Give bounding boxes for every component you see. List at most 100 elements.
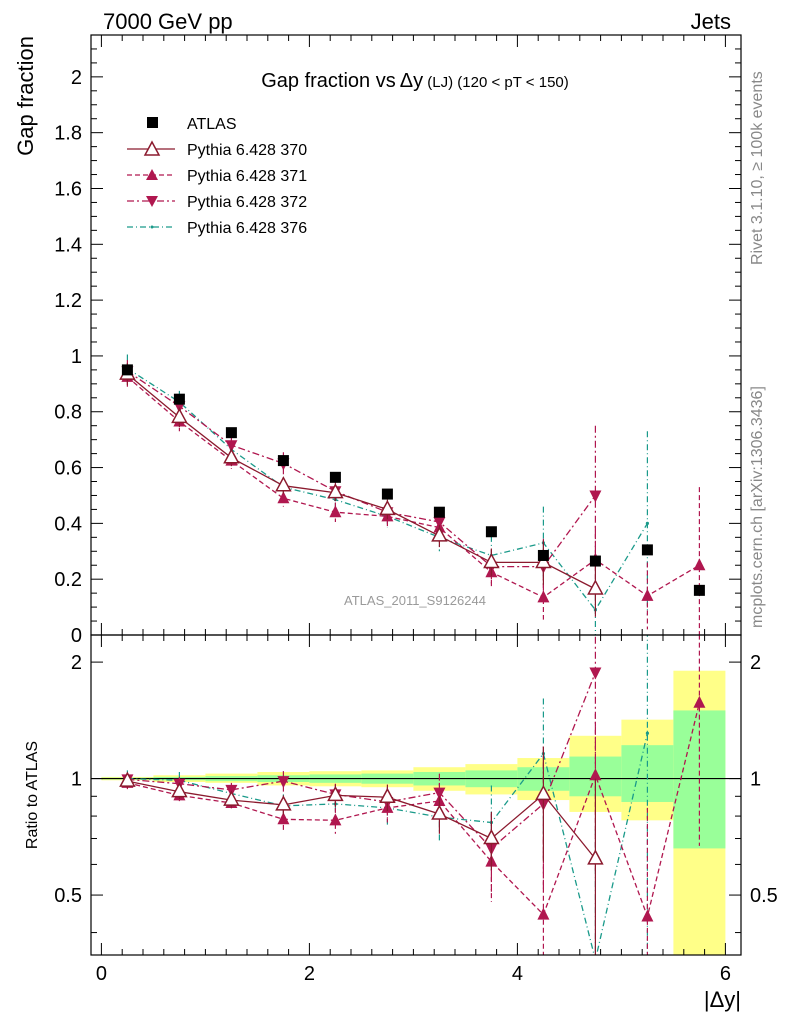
main-p370-point-9 <box>587 579 604 595</box>
ratio-p370-point-3 <box>275 795 292 811</box>
ratio-frame <box>90 634 742 956</box>
mcplots-side-label: mcplots.cern.ch [arXiv:1306.3436] <box>749 386 766 628</box>
ratio-ytick-label-left-1: 1 <box>71 769 82 791</box>
main-p370-point-6 <box>431 526 448 542</box>
title-pt-range: (120 < pT < 150) <box>453 74 569 91</box>
ratio-p372-point-3 <box>277 776 290 789</box>
main-ytick-label-3: 0.6 <box>54 458 82 480</box>
ratio-p370-point-2 <box>223 790 240 806</box>
main-atlas-point-11 <box>693 584 705 596</box>
main-ytick-label-6: 1.2 <box>54 290 82 312</box>
ratio-p371-point-8 <box>537 907 550 920</box>
ratio-p372-point-9 <box>589 667 602 680</box>
legend-p370-label: Pythia 6.428 370 <box>187 142 307 159</box>
main-p370-point-5 <box>379 499 396 516</box>
ratio-p371-line <box>127 702 701 919</box>
main-atlas-point-2 <box>225 427 237 439</box>
main-p370-point-4 <box>327 483 344 499</box>
main-atlas-point-4 <box>329 471 341 483</box>
ratio-xtick-label-0: 0 <box>96 963 107 985</box>
legend-p376-marker <box>150 225 154 229</box>
main-p372-line <box>127 370 596 568</box>
legend-item-p371: Pythia 6.428 371 <box>127 168 307 185</box>
title-main: Gap fraction vs <box>261 70 396 92</box>
plot-title: Gap fraction vs Δy (LJ) (120 < pT < 150) <box>261 70 569 92</box>
ratio-axes: 0.5 0.5 1 1 2 2 0 2 4 6 <box>54 635 778 985</box>
legend-atlas-marker <box>147 117 158 128</box>
legend-item-p376: Pythia 6.428 376 <box>127 220 307 237</box>
main-p370-point-1 <box>171 407 188 424</box>
ratio-p371-point-4 <box>329 813 342 826</box>
ratio-p370-point-4 <box>327 785 344 802</box>
main-p372-point-9 <box>589 490 602 503</box>
main-data <box>119 354 706 635</box>
ratio-p370-point-7 <box>483 828 500 845</box>
header-right-label: Jets <box>691 9 731 34</box>
ratio-xtick-label-1: 2 <box>304 963 315 985</box>
ratio-xtick-label-3: 6 <box>720 963 731 985</box>
main-p371-point-3 <box>277 491 290 504</box>
ratio-ytick-label-left-2: 2 <box>71 652 82 674</box>
title-delta: Δy <box>400 70 423 92</box>
main-ytick-label-5: 1 <box>71 346 82 368</box>
main-p376-point-10 <box>645 521 650 525</box>
main-atlas-point-0 <box>121 364 133 376</box>
main-p370-point-3 <box>275 476 292 492</box>
main-ytick-label-4: 0.8 <box>54 402 82 424</box>
main-atlas-point-1 <box>173 393 185 405</box>
main-atlas-point-10 <box>641 544 653 556</box>
main-p370-point-2 <box>223 448 240 464</box>
ratio-p370-point-9 <box>587 849 604 865</box>
legend-atlas-label: ATLAS <box>187 116 237 133</box>
ratio-p370-point-0 <box>119 771 136 787</box>
main-ytick-label-0: 0 <box>71 625 82 647</box>
main-ytick-label-10: 2 <box>71 67 82 89</box>
main-p371-point-8 <box>537 590 550 603</box>
main-atlas-point-7 <box>485 526 497 538</box>
main-atlas-point-6 <box>433 506 445 518</box>
main-ytick-label-9: 1.8 <box>54 123 82 145</box>
main-axes: 0 0.2 0.4 0.6 0.8 1 1.2 1.4 1.6 1.8 2 <box>54 35 741 647</box>
ratio-p370-point-6 <box>431 804 448 820</box>
rivet-side-label: Rivet 3.1.10, ≥ 100k events <box>749 71 766 265</box>
ratio-xtick-label-2: 4 <box>512 963 523 985</box>
watermark-label: ATLAS_2011_S9126244 <box>344 593 486 608</box>
legend-p376-label: Pythia 6.428 376 <box>187 220 307 237</box>
ratio-ytick-label-right-2: 2 <box>750 652 761 674</box>
legend-item-p372: Pythia 6.428 372 <box>127 194 307 211</box>
ratio-p370-line <box>127 780 596 860</box>
ratio-p371-point-11 <box>693 695 706 708</box>
legend-item-p370: Pythia 6.428 370 <box>127 140 307 159</box>
main-ytick-label-1: 0.2 <box>54 569 82 591</box>
main-p372-point-2 <box>225 440 238 453</box>
ratio-uncertainty-bands <box>91 670 741 955</box>
ratio-p370-point-8 <box>535 784 552 801</box>
ratio-p371-point-9 <box>589 768 602 781</box>
main-atlas-point-3 <box>277 455 289 467</box>
main-p371-point-10 <box>641 588 654 601</box>
main-p371-line <box>126 376 700 599</box>
legend-p372-marker <box>146 196 158 207</box>
ratio-p370-point-1 <box>171 782 188 798</box>
main-p371-point-4 <box>329 505 342 518</box>
main-ytick-label-8: 1.6 <box>54 178 82 200</box>
main-atlas-point-5 <box>381 488 393 500</box>
legend-p370-marker <box>143 140 161 156</box>
ratio-p371-point-10 <box>641 909 654 922</box>
legend-p371-label: Pythia 6.428 371 <box>187 168 307 185</box>
ratio-p376-point-9 <box>594 958 597 961</box>
ratio-ytick-label-right-1: 1 <box>750 769 761 791</box>
ratio-p370-point-5 <box>379 787 396 803</box>
main-ytick-label-2: 0.4 <box>54 513 82 535</box>
legend-p372-label: Pythia 6.428 372 <box>187 194 307 211</box>
y-axis-label-ratio: Ratio to ATLAS <box>24 741 41 849</box>
main-atlas-point-9 <box>589 555 601 567</box>
y-axis-label-main: Gap fraction <box>13 36 38 156</box>
ratio-p376-point-10 <box>645 731 650 735</box>
main-p370-point-7 <box>483 552 500 569</box>
ratio-ytick-label-right-0: 0.5 <box>750 885 778 907</box>
legend-p371-marker <box>146 169 158 180</box>
main-atlas-point-8 <box>537 549 549 561</box>
ratio-ytick-label-left-0: 0.5 <box>54 885 82 907</box>
